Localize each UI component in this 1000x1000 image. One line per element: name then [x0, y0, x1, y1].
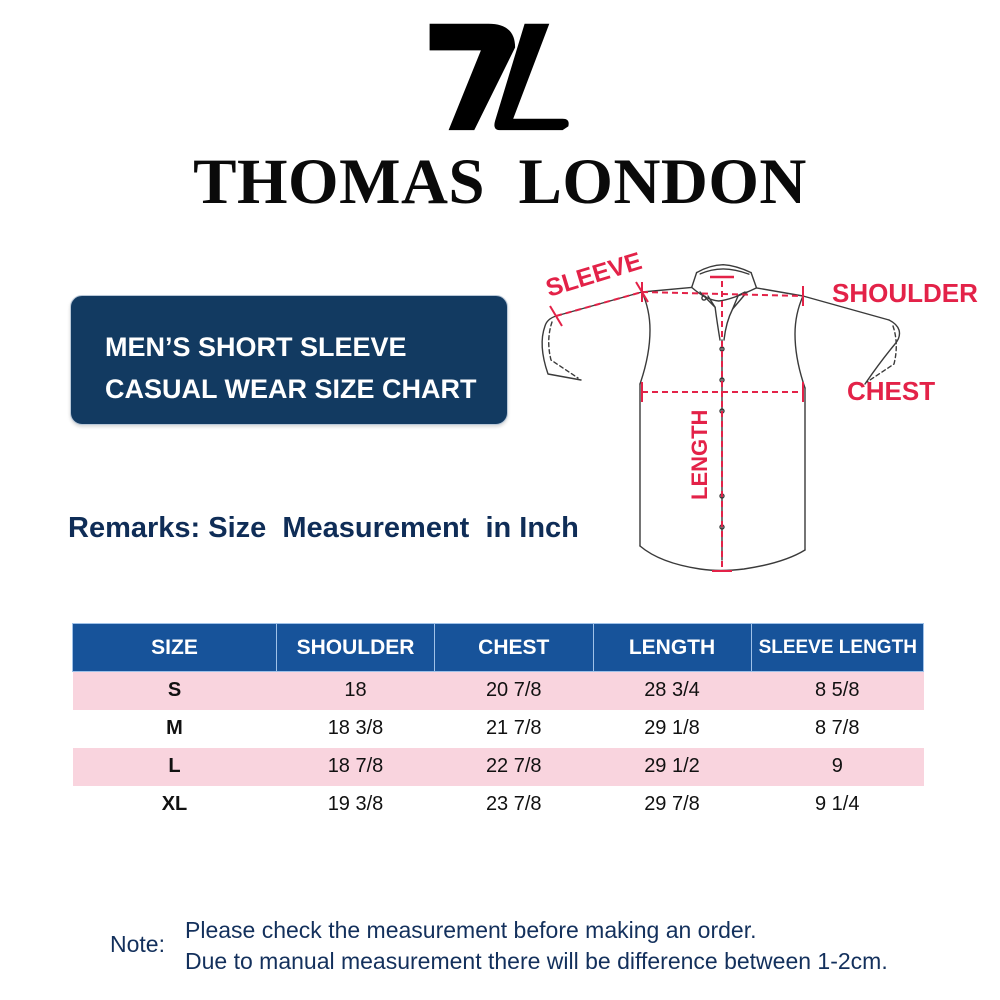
svg-text:SLEEVE: SLEEVE: [543, 247, 646, 303]
svg-text:SHOULDER: SHOULDER: [832, 278, 978, 308]
svg-text:LENGTH: LENGTH: [687, 410, 712, 500]
svg-text:CHEST: CHEST: [847, 376, 935, 406]
